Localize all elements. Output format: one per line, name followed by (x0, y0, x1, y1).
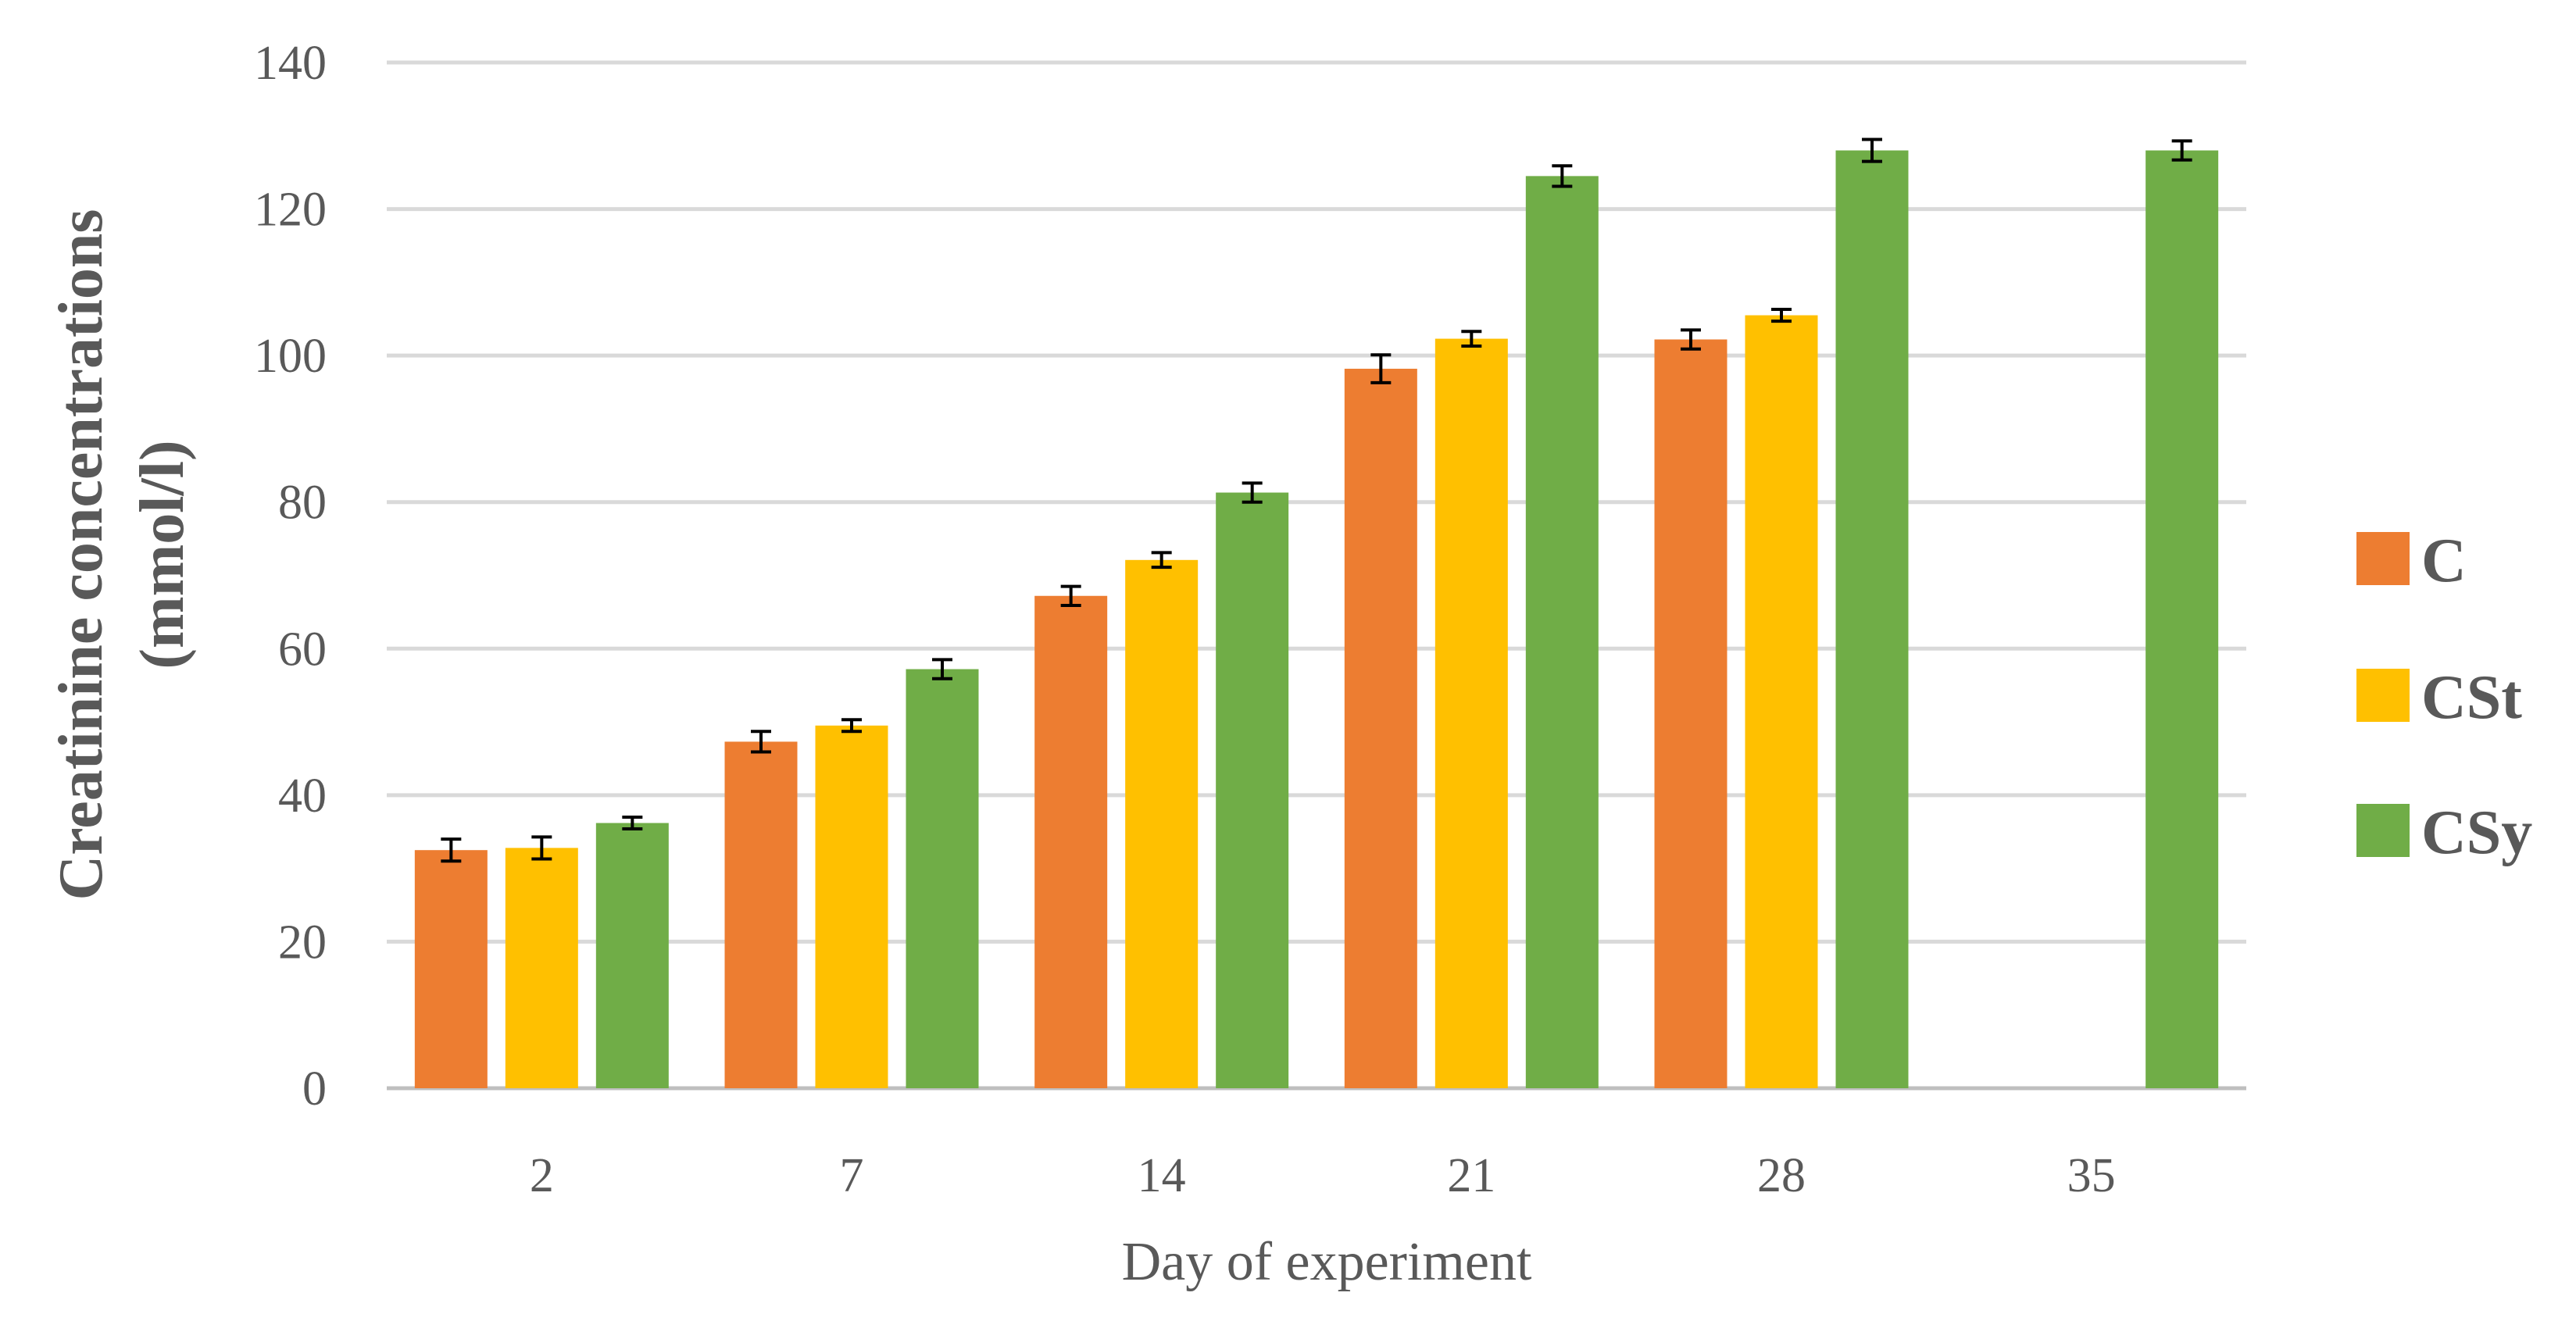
y-tick-label: 60 (278, 623, 327, 676)
x-tick-label: 14 (1138, 1149, 1186, 1202)
y-tick-label: 80 (278, 477, 327, 530)
error-bar (751, 730, 771, 754)
error-bar (841, 718, 862, 734)
bar-cst-day-21 (1434, 338, 1508, 1088)
y-tick-label: 0 (302, 1062, 327, 1116)
bar-csy-day-21 (1525, 176, 1599, 1088)
bar-csy-day-35 (2145, 150, 2219, 1089)
y-tick-label: 100 (254, 330, 327, 383)
error-bar (1771, 308, 1792, 323)
legend-swatch (2356, 669, 2410, 722)
legend-item-csy: CSy (2356, 798, 2532, 867)
bar-c-day-21 (1344, 369, 1417, 1088)
bar-cst-day-28 (1745, 315, 1818, 1089)
error-bar (531, 835, 552, 861)
x-tick-label: 21 (1447, 1149, 1495, 1202)
error-bar (1461, 330, 1482, 348)
legend-swatch (2356, 532, 2410, 585)
bar-csy-day-28 (1835, 150, 1909, 1089)
error-bar (1370, 353, 1392, 384)
x-tick-label: 7 (840, 1149, 864, 1202)
x-tick-label: 28 (1757, 1149, 1806, 1202)
bar-csy-day-7 (906, 669, 979, 1088)
gridlines (387, 60, 2246, 1091)
bars (414, 150, 2219, 1089)
error-bar (1681, 328, 1701, 351)
legend: C CSt CSy (2356, 527, 2532, 867)
error-bar (1862, 137, 1882, 163)
bar-c-day-7 (724, 741, 798, 1088)
y-axis-label-line-2: (mmol/l) (128, 440, 197, 669)
x-tick-label: 35 (2067, 1149, 2116, 1202)
legend-label: C (2421, 527, 2467, 595)
error-bar (622, 815, 643, 830)
x-tick-label: 2 (530, 1149, 554, 1202)
y-tick-label: 20 (278, 916, 327, 969)
bar-csy-day-2 (595, 823, 669, 1088)
legend-label: CSt (2421, 663, 2522, 732)
error-bar (1242, 481, 1263, 504)
legend-swatch (2356, 804, 2410, 857)
error-bar (932, 658, 952, 680)
error-bar (1060, 584, 1081, 607)
y-axis-label: Creatinine concentrations (mmol/l) (47, 209, 197, 900)
bar-c-day-28 (1654, 339, 1727, 1088)
x-axis-label: Day of experiment (1122, 1232, 1532, 1292)
bar-cst-day-2 (505, 848, 578, 1088)
bar-csy-day-14 (1216, 492, 1289, 1088)
bar-c-day-2 (414, 850, 488, 1088)
y-axis-label-line-1: Creatinine concentrations (47, 209, 116, 900)
y-tick-label: 120 (254, 184, 327, 237)
y-axis-ticks: 0 20 40 60 80 100 120 140 (254, 37, 327, 1116)
legend-label: CSy (2421, 798, 2532, 867)
bar-cst-day-7 (815, 725, 888, 1088)
legend-item-c: C (2356, 527, 2467, 595)
legend-item-cst: CSt (2356, 663, 2522, 732)
y-tick-label: 40 (278, 769, 327, 823)
bar-cst-day-14 (1125, 559, 1199, 1088)
error-bar (1552, 164, 1573, 188)
x-axis-ticks: 2 7 14 21 28 35 (530, 1149, 2116, 1202)
bar-c-day-14 (1034, 595, 1108, 1088)
error-bar (1151, 551, 1172, 570)
error-bar (2171, 139, 2192, 162)
y-tick-label: 140 (254, 37, 327, 90)
error-bars (441, 137, 2192, 863)
error-bar (441, 837, 462, 863)
